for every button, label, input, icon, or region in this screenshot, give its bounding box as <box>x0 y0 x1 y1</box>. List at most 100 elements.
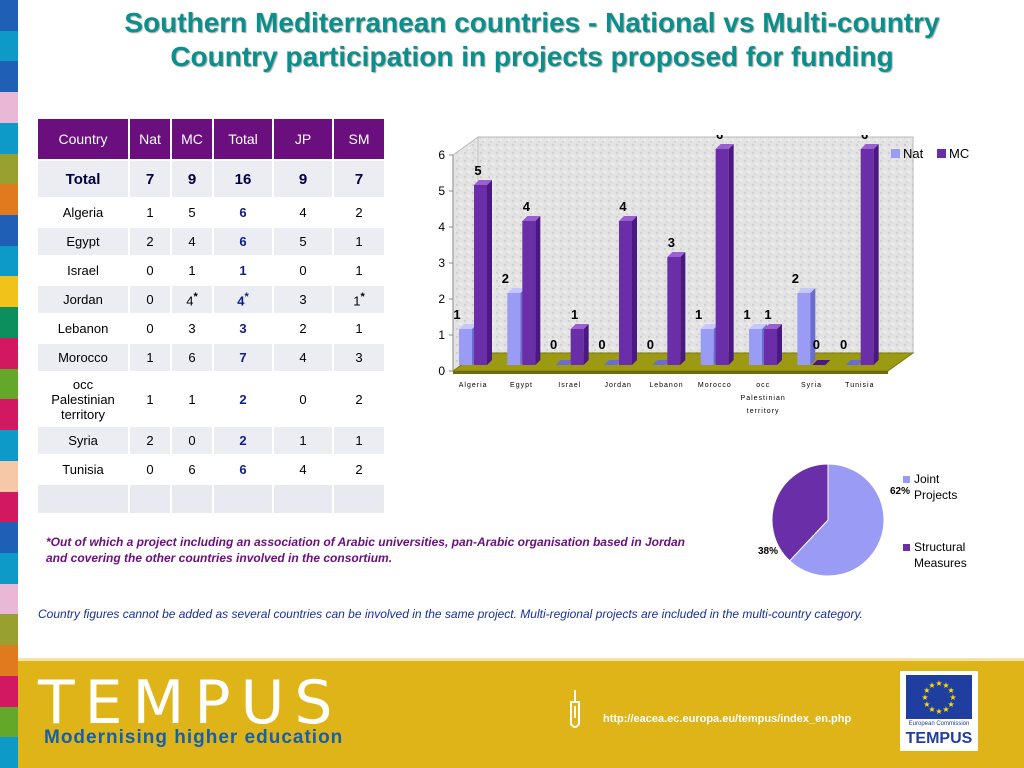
bar-nat-zero <box>652 360 671 365</box>
bar-mc <box>764 329 777 365</box>
pie-value-label: 62% <box>890 486 910 497</box>
cell-sm: 3 <box>332 342 386 373</box>
bar-nat <box>507 293 521 365</box>
bar-mc-zero <box>812 360 831 365</box>
cell-sm: 1* <box>332 284 386 315</box>
table-row: occ Palestinian territory 1 1 2 0 2 <box>36 371 386 427</box>
cell-country: Total <box>36 159 130 199</box>
cell-nat: 0 <box>128 284 172 315</box>
cell-mc: 1 <box>170 371 214 427</box>
pie-chart: 62% 38% Joint Projects Structural Measures <box>758 463 967 577</box>
header-jp: JP <box>272 117 334 161</box>
footer-url-link[interactable]: http://eacea.ec.europa.eu/tempus/index_e… <box>603 713 852 725</box>
page-title: Southern Mediterranean countries - Natio… <box>40 6 1024 74</box>
strip-block <box>0 460 18 492</box>
strip-block <box>0 276 18 308</box>
tempus-logo-text: TEMPUS <box>38 668 343 738</box>
x-tick-label: occ <box>756 382 770 389</box>
y-tick-label: 1 <box>438 328 445 342</box>
bar-mc-side <box>873 144 879 365</box>
eu-star-icon: ★ <box>949 693 956 702</box>
cell-nat: 1 <box>128 342 172 373</box>
cell-mc: 9 <box>170 159 214 199</box>
y-tick-label: 6 <box>438 148 445 162</box>
bar-nat-zero <box>604 360 622 365</box>
cell-sm: 1 <box>332 313 386 344</box>
bar-mc-side <box>777 324 782 365</box>
data-label-mc: 1 <box>764 307 771 322</box>
strip-block <box>0 399 18 431</box>
cell-nat: 7 <box>128 159 172 199</box>
bar-nat <box>459 329 472 365</box>
table-header-row: Country Nat MC Total JP SM <box>36 117 386 161</box>
pie-value-label: 38% <box>758 546 778 557</box>
x-tick-label: Algeria <box>459 382 488 389</box>
strip-block <box>0 706 18 738</box>
strip-block <box>0 614 18 646</box>
bar-mc <box>619 221 632 365</box>
bar-mc-side <box>728 144 734 365</box>
strip-block <box>0 522 18 553</box>
cell-jp: 9 <box>272 159 334 199</box>
cell-nat: 0 <box>128 454 172 485</box>
data-label-nat: 0 <box>840 337 847 352</box>
bar-mc-side <box>680 252 686 365</box>
data-label-nat: 2 <box>502 271 509 286</box>
bar-nat <box>749 329 762 365</box>
bar-mc-top <box>619 216 637 221</box>
cell-mc: 0 <box>170 425 214 456</box>
data-label-mc: 1 <box>571 307 578 322</box>
cell-sm: 2 <box>332 371 386 427</box>
bar-mc-top <box>570 324 589 329</box>
bar-nat-top <box>507 288 526 293</box>
strip-block <box>0 30 18 62</box>
cell-jp: 1 <box>272 425 334 456</box>
cell-total: 6 <box>212 226 274 257</box>
bar-mc <box>570 329 584 365</box>
x-tick-label: Tunisia <box>845 382 874 389</box>
cell-mc: 4* <box>170 284 214 315</box>
cell-total: 6 <box>212 197 274 228</box>
cell-country: Lebanon <box>36 313 130 344</box>
y-tick-label: 2 <box>438 292 445 306</box>
y-tick-label: 5 <box>438 184 445 198</box>
cell-empty <box>212 483 274 515</box>
cell-sm: 2 <box>332 197 386 228</box>
cell-mc: 4 <box>170 226 214 257</box>
legend-swatch <box>891 149 900 158</box>
footnote-marker: * <box>244 290 249 303</box>
cell-nat: 2 <box>128 226 172 257</box>
bar-mc <box>715 149 729 365</box>
strip-block <box>0 337 18 369</box>
strip-block <box>0 0 18 31</box>
eu-star-icon: ★ <box>948 700 955 709</box>
cell-jp: 0 <box>272 255 334 286</box>
footer <box>18 658 1024 768</box>
cell-total: 3 <box>212 313 274 344</box>
bar-nat-top <box>459 324 477 329</box>
european-commission-logo: ★ ★ ★ ★ ★ ★ ★ ★ ★ ★ ★ ★ European Commission TEMPUS <box>900 671 978 751</box>
cell-total: 7 <box>212 342 274 373</box>
data-label-mc: 3 <box>668 235 675 250</box>
data-label-mc: 4 <box>523 199 531 214</box>
data-label-nat: 0 <box>550 337 557 352</box>
color-strip <box>0 0 18 768</box>
cell-mc: 6 <box>170 454 214 485</box>
pie-legend-label: Structural <box>914 540 965 554</box>
data-label-nat: 0 <box>598 337 605 352</box>
eu-star-icon: ★ <box>935 679 942 688</box>
cell-jp: 5 <box>272 226 334 257</box>
table-row-empty <box>36 483 386 515</box>
header-country: Country <box>36 117 130 161</box>
pie-slice <box>771 463 829 562</box>
bar-mc-top <box>715 144 734 149</box>
bar-mc-side <box>583 324 589 365</box>
x-tick-label: Jordan <box>604 382 631 389</box>
cell-jp: 4 <box>272 197 334 228</box>
table-body: Total 7 9 16 9 7 Algeria 1 5 6 4 2 Egypt 2 4 6 5 1 I… <box>36 159 386 515</box>
strip-block <box>0 430 18 461</box>
strip-block <box>0 368 18 400</box>
cell-country: Tunisia <box>36 454 130 485</box>
bar-nat-top <box>797 288 816 293</box>
x-tick-label: Palestinian <box>741 395 786 402</box>
